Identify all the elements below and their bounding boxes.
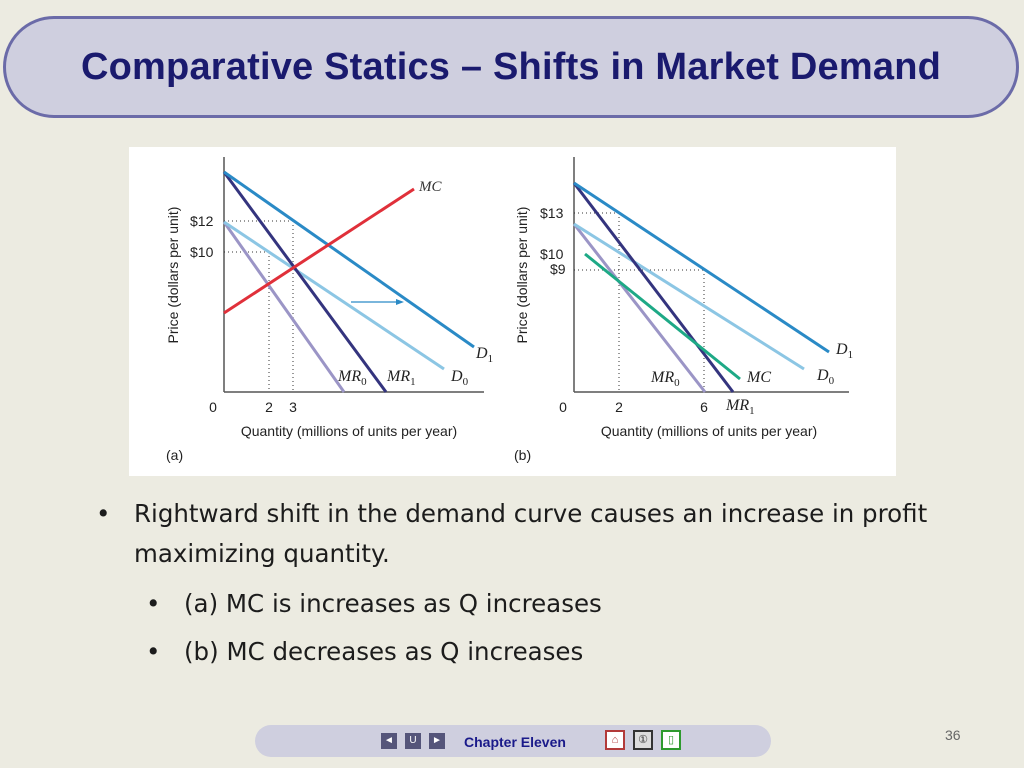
bullet-dot-icon: • (96, 499, 111, 528)
panel-a-arrowhead (396, 299, 404, 305)
bullet-item: • Rightward shift in the demand curve ca… (96, 494, 936, 574)
panel-a-x-tick: 0 (209, 399, 217, 415)
panel-a-mr1-curve (222, 171, 388, 393)
footer-nav-bar: ◄ U ► Chapter Eleven ⌂ ① ▯ (255, 725, 771, 757)
panel-b-d0-label: D0 (816, 367, 835, 387)
panel-a-d1-curve (223, 170, 475, 349)
panel-b-x-tick: 6 (700, 399, 708, 415)
panel-a-mc-label: MC (418, 179, 442, 195)
bullet-list: • Rightward shift in the demand curve ca… (96, 494, 936, 676)
panel-b-mr0-label: MR0 (650, 369, 680, 389)
bullet-dot-icon: • (146, 637, 161, 666)
panel-a-x-axis-label: Quantity (millions of units per year) (241, 423, 457, 439)
chapter-label: Chapter Eleven (464, 734, 566, 750)
next-slide-button[interactable]: ► (429, 733, 445, 749)
sub-bullet-item: • (a) MC is increases as Q increases (96, 580, 936, 628)
panel-a-x-tick: 2 (265, 399, 273, 415)
panel-a-x-tick: 3 (289, 399, 297, 415)
panel-b-y-tick: $13 (540, 205, 564, 221)
info-icon[interactable]: ① (633, 730, 653, 750)
sub-bullet-text: (a) MC is increases as Q increases (184, 589, 602, 618)
page-number: 36 (945, 727, 961, 743)
panel-b-x-tick: 0 (559, 399, 567, 415)
panel-a: $12 $10 0 2 3 Quantity (millions of unit… (165, 157, 493, 463)
panel-a-d0-label: D0 (450, 368, 469, 388)
panel-a-mc-curve (223, 187, 415, 315)
figure-svg: $12 $10 0 2 3 Quantity (millions of unit… (165, 157, 853, 463)
title-bar: Comparative Statics – Shifts in Market D… (3, 16, 1019, 118)
panel-b-mc-curve (584, 252, 741, 381)
panel-a-mr1-label: MR1 (386, 368, 416, 388)
panel-a-d0-curve (223, 220, 445, 371)
panel-b-x-axis-label: Quantity (millions of units per year) (601, 423, 817, 439)
panel-b-mr0-curve (572, 223, 707, 393)
panel-a-d1-label: D1 (475, 345, 493, 365)
panel-a-y-tick: $10 (190, 244, 214, 260)
sub-bullet-text: (b) MC decreases as Q increases (184, 637, 584, 666)
panel-b-mr1-curve (572, 182, 735, 393)
return-button[interactable]: U (405, 733, 421, 749)
panel-a-panel-label: (a) (166, 447, 183, 463)
panel-b-d1-label: D1 (835, 341, 853, 361)
panel-a-y-tick: $12 (190, 213, 214, 229)
slide-title: Comparative Statics – Shifts in Market D… (80, 45, 942, 88)
panel-a-y-axis-label: Price (dollars per unit) (165, 207, 181, 344)
panel-b-d1-curve (573, 181, 830, 354)
panel-b-x-tick: 2 (615, 399, 623, 415)
panel-b-mr1-label: MR1 (725, 397, 755, 417)
previous-slide-button[interactable]: ◄ (381, 733, 397, 749)
panel-b-y-axis-label: Price (dollars per unit) (514, 207, 530, 344)
panel-b-y-tick: $9 (550, 261, 566, 277)
panel-b: $13 $10 $9 0 2 6 Quantity (millions of u… (514, 157, 853, 463)
panel-b-d0-curve (573, 222, 805, 371)
home-icon[interactable]: ⌂ (605, 730, 625, 750)
panel-a-mr0-curve (222, 221, 346, 393)
exit-door-icon[interactable]: ▯ (661, 730, 681, 750)
economics-figure: $12 $10 0 2 3 Quantity (millions of unit… (129, 147, 896, 476)
panel-b-panel-label: (b) (514, 447, 531, 463)
bullet-text: Rightward shift in the demand curve caus… (134, 499, 928, 568)
sub-bullet-item: • (b) MC decreases as Q increases (96, 628, 936, 676)
bullet-dot-icon: • (146, 589, 161, 618)
panel-b-y-tick: $10 (540, 246, 564, 262)
panel-b-mc-label: MC (746, 369, 771, 386)
panel-a-mr0-label: MR0 (337, 368, 367, 388)
